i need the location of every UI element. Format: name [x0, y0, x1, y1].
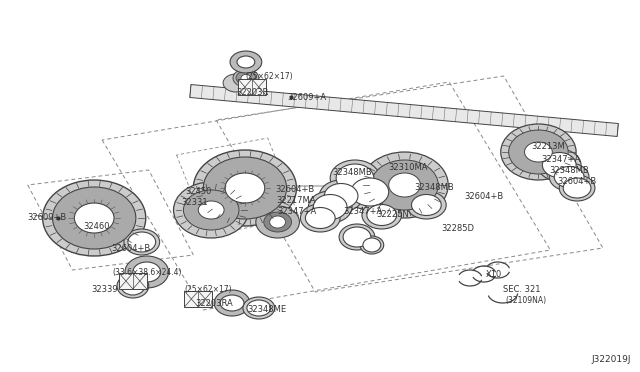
Ellipse shape	[542, 153, 576, 177]
Ellipse shape	[330, 160, 380, 196]
Ellipse shape	[509, 130, 568, 174]
Ellipse shape	[236, 71, 256, 85]
Text: 32604+B: 32604+B	[111, 244, 150, 253]
Ellipse shape	[74, 203, 114, 233]
Ellipse shape	[300, 204, 340, 232]
Ellipse shape	[345, 174, 395, 210]
Text: 32450: 32450	[186, 187, 212, 196]
Ellipse shape	[193, 150, 296, 226]
Ellipse shape	[549, 163, 589, 191]
Text: 32347+A: 32347+A	[343, 207, 382, 216]
Text: 32604+B: 32604+B	[464, 192, 503, 201]
Ellipse shape	[308, 191, 352, 223]
Text: (25×62×17): (25×62×17)	[184, 285, 232, 294]
Ellipse shape	[406, 191, 446, 219]
Ellipse shape	[133, 262, 161, 282]
Ellipse shape	[241, 74, 251, 81]
Ellipse shape	[314, 195, 347, 219]
Ellipse shape	[324, 183, 358, 208]
Ellipse shape	[538, 149, 581, 181]
Ellipse shape	[117, 274, 148, 298]
Ellipse shape	[173, 182, 249, 238]
Text: 32203RA: 32203RA	[195, 299, 233, 308]
Text: 32213M: 32213M	[531, 142, 565, 151]
Text: (25×62×17): (25×62×17)	[245, 72, 292, 81]
Ellipse shape	[204, 157, 287, 219]
Text: J322019J: J322019J	[591, 355, 630, 364]
Ellipse shape	[225, 173, 265, 203]
Ellipse shape	[125, 256, 168, 288]
Text: 32347+A: 32347+A	[278, 207, 317, 216]
Bar	[119, 273, 147, 289]
Text: 32348ME: 32348ME	[247, 305, 286, 314]
Ellipse shape	[388, 173, 420, 197]
Text: 32348MB: 32348MB	[549, 166, 589, 175]
Ellipse shape	[223, 74, 249, 92]
Ellipse shape	[360, 236, 384, 254]
Text: 32217MA: 32217MA	[276, 196, 316, 205]
Ellipse shape	[363, 238, 381, 252]
Text: (33.6×38.6×24.4): (33.6×38.6×24.4)	[112, 268, 182, 277]
Ellipse shape	[361, 152, 448, 218]
Ellipse shape	[343, 227, 371, 247]
Ellipse shape	[220, 295, 244, 311]
Ellipse shape	[52, 187, 136, 249]
Ellipse shape	[247, 300, 271, 316]
Text: 32609+B: 32609+B	[28, 213, 67, 222]
Text: 32310MA: 32310MA	[388, 163, 428, 172]
Text: SEC. 321: SEC. 321	[503, 285, 540, 294]
Ellipse shape	[264, 212, 291, 232]
Ellipse shape	[233, 69, 259, 87]
Text: 32460: 32460	[83, 222, 110, 231]
Text: 32604+B: 32604+B	[276, 185, 315, 194]
Ellipse shape	[351, 178, 388, 206]
Text: 32348MB: 32348MB	[415, 183, 454, 192]
Ellipse shape	[412, 195, 441, 215]
Ellipse shape	[237, 56, 255, 68]
Ellipse shape	[371, 160, 438, 210]
Text: 32609+A: 32609+A	[287, 93, 326, 102]
Text: 32339: 32339	[92, 285, 118, 294]
Ellipse shape	[559, 175, 595, 201]
Ellipse shape	[305, 208, 335, 228]
Ellipse shape	[563, 178, 591, 198]
Ellipse shape	[198, 201, 224, 219]
Ellipse shape	[243, 297, 275, 319]
Ellipse shape	[230, 51, 262, 73]
Text: 32347+A: 32347+A	[541, 155, 580, 164]
Ellipse shape	[121, 277, 145, 295]
Bar	[238, 79, 266, 95]
Ellipse shape	[214, 290, 250, 316]
Text: 32285D: 32285D	[441, 224, 474, 233]
Text: (32109NA): (32109NA)	[506, 296, 547, 305]
Text: 32203R: 32203R	[236, 88, 268, 97]
Ellipse shape	[184, 190, 239, 230]
Ellipse shape	[500, 124, 576, 180]
Text: X10: X10	[486, 270, 502, 279]
Text: 32225N: 32225N	[377, 210, 410, 219]
Ellipse shape	[319, 180, 363, 212]
Ellipse shape	[43, 180, 146, 256]
Text: 32604+B: 32604+B	[557, 177, 596, 186]
Ellipse shape	[554, 167, 584, 187]
Ellipse shape	[525, 142, 552, 162]
Ellipse shape	[124, 229, 159, 255]
Ellipse shape	[362, 201, 401, 229]
Polygon shape	[190, 84, 618, 137]
Bar	[184, 291, 212, 307]
Ellipse shape	[128, 232, 156, 252]
Ellipse shape	[256, 206, 300, 238]
Text: 32331: 32331	[182, 198, 208, 207]
Ellipse shape	[336, 164, 374, 192]
Ellipse shape	[339, 224, 375, 250]
Text: 32348MB: 32348MB	[332, 168, 372, 177]
Ellipse shape	[269, 216, 285, 228]
Ellipse shape	[367, 205, 397, 225]
